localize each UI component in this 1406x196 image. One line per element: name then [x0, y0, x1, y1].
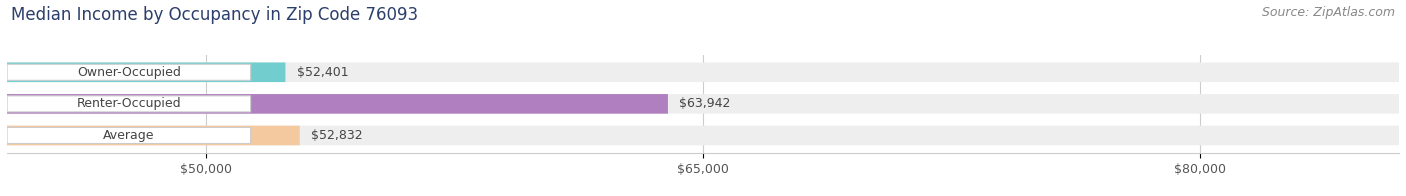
FancyBboxPatch shape [7, 126, 1399, 145]
Text: Source: ZipAtlas.com: Source: ZipAtlas.com [1261, 6, 1395, 19]
FancyBboxPatch shape [7, 94, 668, 114]
Text: $52,401: $52,401 [297, 66, 349, 79]
FancyBboxPatch shape [7, 63, 285, 82]
Text: Median Income by Occupancy in Zip Code 76093: Median Income by Occupancy in Zip Code 7… [11, 6, 419, 24]
Text: Owner-Occupied: Owner-Occupied [77, 66, 181, 79]
Text: Average: Average [103, 129, 155, 142]
Text: $63,942: $63,942 [679, 97, 731, 110]
FancyBboxPatch shape [7, 127, 250, 143]
Text: Renter-Occupied: Renter-Occupied [76, 97, 181, 110]
FancyBboxPatch shape [7, 126, 299, 145]
FancyBboxPatch shape [7, 94, 1399, 114]
FancyBboxPatch shape [7, 64, 250, 80]
Text: $52,832: $52,832 [311, 129, 363, 142]
FancyBboxPatch shape [7, 63, 1399, 82]
FancyBboxPatch shape [7, 96, 250, 112]
